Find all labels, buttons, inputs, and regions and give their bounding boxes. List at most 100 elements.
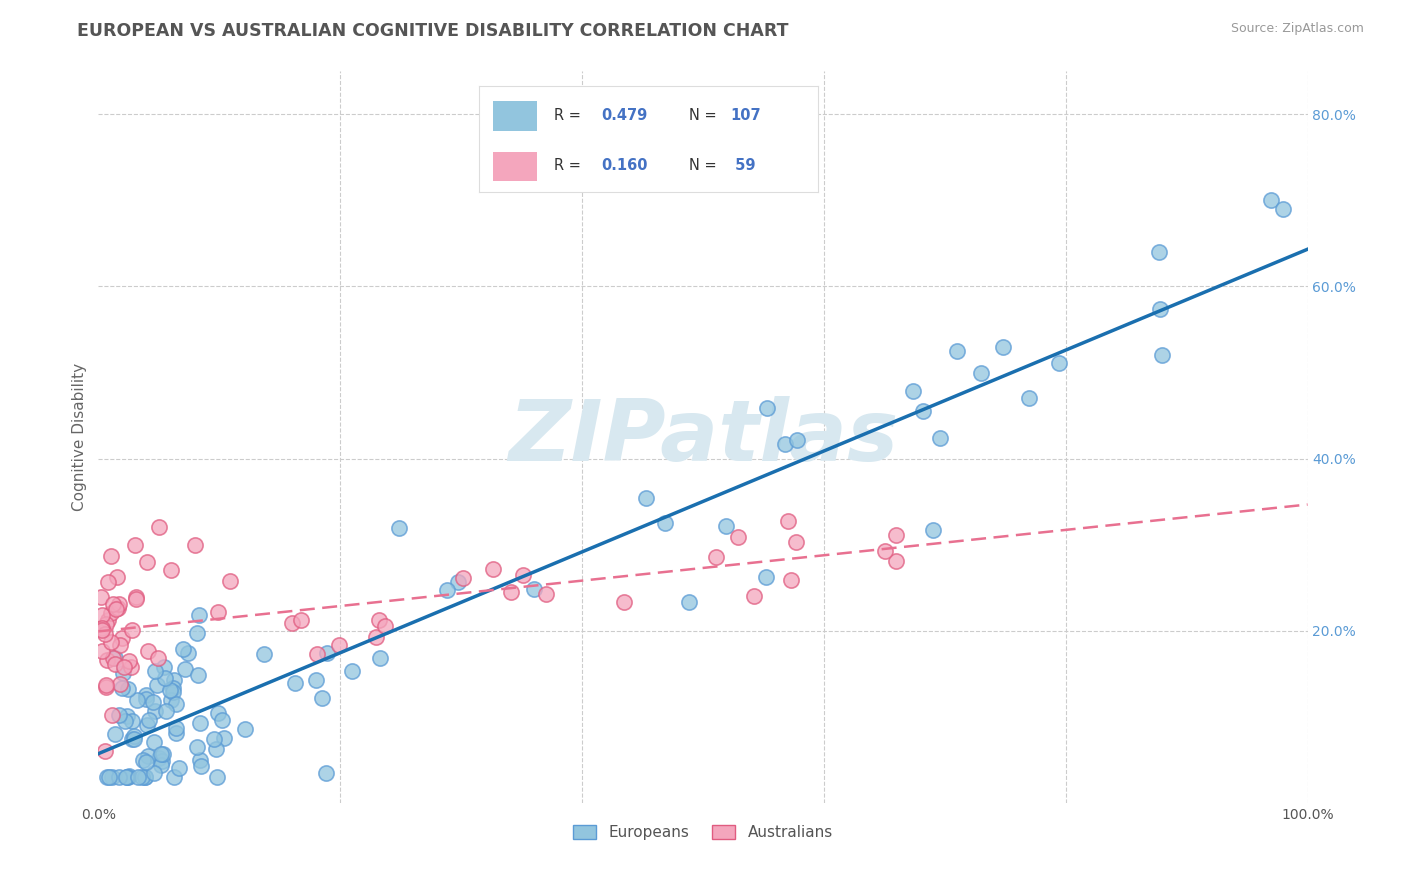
Point — [136, 749, 159, 764]
Point — [482, 562, 505, 576]
Point — [284, 676, 307, 690]
Point — [536, 587, 558, 601]
Point — [704, 549, 727, 564]
Point — [142, 735, 165, 749]
Point — [162, 685, 184, 699]
Point — [134, 770, 156, 784]
Point — [121, 660, 143, 674]
Point — [186, 626, 208, 640]
Point — [212, 731, 235, 745]
Point — [100, 549, 122, 564]
Point — [873, 544, 896, 558]
Point — [122, 731, 145, 746]
Point — [177, 646, 200, 660]
Point — [108, 638, 131, 652]
Point — [121, 732, 143, 747]
Point — [90, 624, 112, 638]
Point — [374, 619, 396, 633]
Point — [929, 431, 952, 445]
Point — [886, 528, 908, 542]
Point — [453, 571, 475, 585]
Point — [654, 516, 676, 530]
Point — [91, 644, 114, 658]
Point — [184, 538, 207, 552]
Point — [160, 564, 183, 578]
Point — [678, 595, 700, 609]
Point — [142, 695, 165, 709]
Point — [108, 708, 131, 723]
Point — [127, 770, 149, 784]
Point — [367, 613, 389, 627]
Point — [316, 646, 339, 660]
Point — [290, 613, 312, 627]
Point — [153, 660, 176, 674]
Point — [305, 647, 328, 661]
Point — [155, 704, 177, 718]
Point — [499, 585, 522, 599]
Point — [912, 404, 935, 418]
Point — [94, 616, 117, 631]
Point — [207, 605, 229, 619]
Point — [135, 692, 157, 706]
Point — [135, 718, 157, 732]
Point — [1149, 302, 1171, 317]
Point — [149, 747, 172, 762]
Point — [111, 666, 134, 681]
Point — [125, 693, 148, 707]
Point — [110, 631, 132, 645]
Point — [107, 600, 129, 615]
Point — [742, 589, 765, 603]
Point — [780, 573, 803, 587]
Point — [122, 729, 145, 743]
Point — [785, 534, 807, 549]
Point — [107, 770, 129, 784]
Point — [205, 742, 228, 756]
Point — [94, 744, 117, 758]
Point — [117, 770, 139, 784]
Point — [91, 621, 114, 635]
Y-axis label: Cognitive Disability: Cognitive Disability — [72, 363, 87, 511]
Point — [110, 677, 132, 691]
Point — [165, 721, 187, 735]
Point — [101, 651, 124, 665]
Point — [447, 574, 470, 589]
Point — [107, 597, 129, 611]
Point — [115, 770, 138, 784]
Point — [165, 726, 187, 740]
Point — [134, 770, 156, 784]
Point — [211, 713, 233, 727]
Point — [104, 601, 127, 615]
Point — [1047, 356, 1070, 370]
Point — [146, 678, 169, 692]
Point — [778, 514, 800, 528]
Point — [112, 660, 135, 674]
Point — [613, 595, 636, 609]
Point — [148, 750, 170, 764]
Point — [132, 753, 155, 767]
Point — [187, 668, 209, 682]
Point — [1018, 392, 1040, 406]
Point — [148, 520, 170, 534]
Point — [100, 635, 122, 649]
Point — [162, 681, 184, 695]
Point — [115, 709, 138, 723]
Point — [131, 770, 153, 784]
Point — [218, 574, 240, 588]
Point — [364, 630, 387, 644]
Point — [786, 433, 808, 447]
Point — [150, 758, 173, 772]
Point — [167, 761, 190, 775]
Point — [946, 344, 969, 359]
Point — [233, 722, 256, 736]
Point — [388, 521, 411, 535]
Point — [755, 570, 778, 584]
Text: Source: ZipAtlas.com: Source: ZipAtlas.com — [1230, 22, 1364, 36]
Point — [97, 575, 120, 590]
Point — [117, 770, 139, 784]
Point — [727, 530, 749, 544]
Point — [756, 401, 779, 415]
Point — [991, 340, 1014, 354]
Point — [1272, 202, 1295, 216]
Point — [143, 704, 166, 718]
Point — [202, 732, 225, 747]
